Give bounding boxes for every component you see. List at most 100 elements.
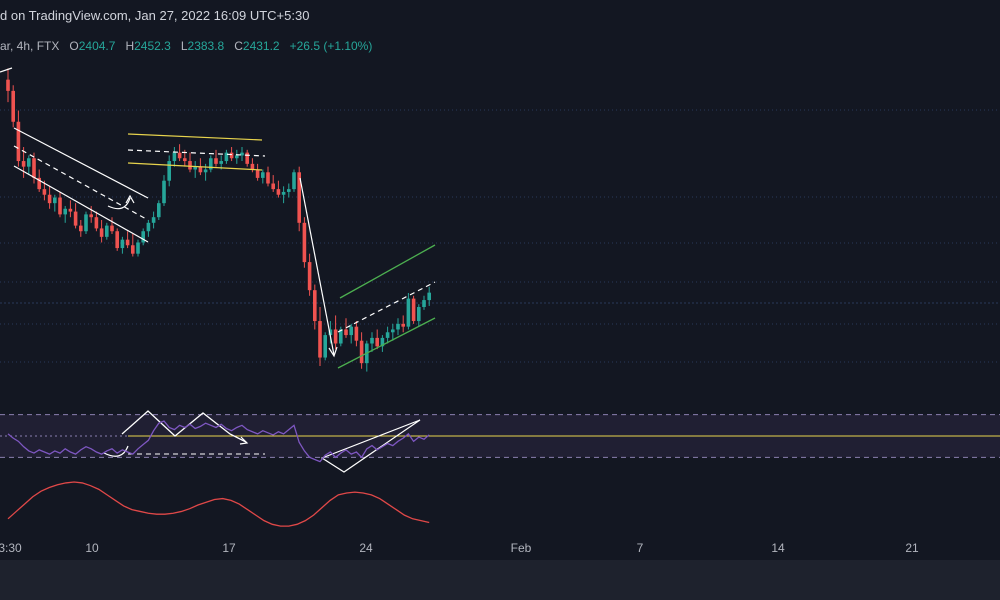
high-value: 2452.3 [134, 39, 171, 53]
candle-body [99, 228, 104, 237]
candle-body [198, 166, 203, 173]
candle-body [219, 161, 223, 164]
candle-body [375, 337, 379, 347]
candle-body [6, 79, 10, 91]
candle-body [58, 197, 62, 215]
close-label: C [234, 39, 243, 53]
candle-body [105, 225, 109, 237]
rsi-pane [0, 410, 1000, 473]
close-value: 2431.2 [242, 39, 280, 53]
candle-body [229, 152, 234, 159]
x-axis: 3:30 10 17 24 Feb 7 14 21 [0, 538, 1000, 560]
candle-body [235, 155, 239, 159]
candle-body [47, 194, 52, 204]
x-tick-label: 10 [85, 541, 99, 555]
ohlc-legend: ar, 4h, FTX O2404.7 H2452.3 L2383.8 C243… [0, 39, 372, 53]
header-bar: d on TradingView.com, Jan 27, 2022 16:09… [0, 0, 1000, 30]
candle-body [385, 332, 390, 338]
candle-body [32, 158, 36, 178]
range-upper-line [127, 133, 263, 141]
candle-body [255, 169, 260, 178]
candle-body [162, 180, 166, 204]
candle-body [193, 166, 197, 170]
candle-body [297, 172, 301, 223]
x-tick-label: Feb [511, 541, 532, 555]
candle-body [37, 177, 41, 190]
candle-body [339, 329, 343, 344]
candle-body [89, 214, 93, 218]
x-axis-band [0, 538, 1000, 560]
candle-body [406, 298, 411, 327]
drop-arrow-line [299, 177, 335, 356]
rsi-curved-arrow [103, 445, 129, 457]
candle-body [42, 189, 47, 195]
open-label: O [69, 39, 79, 53]
trend-drawings [0, 67, 436, 369]
rsi-zigzag-arrow [239, 436, 249, 445]
candle-body [16, 121, 21, 162]
candle-body [79, 225, 83, 232]
candle-body [396, 323, 400, 330]
candle-body [68, 208, 73, 212]
candle-body [73, 211, 78, 226]
descending-channel-lower [13, 165, 149, 243]
rising-channel-lower [337, 317, 436, 369]
symbol-prefix: ar, 4h, FTX [0, 39, 60, 53]
candle-body [84, 214, 88, 232]
x-tick-label: 3:30 [0, 541, 22, 555]
range-lower-line [127, 162, 263, 171]
curved-arrow [107, 197, 131, 210]
candle-body [177, 152, 182, 159]
candle-body [370, 337, 374, 344]
candle-body [427, 292, 431, 301]
candle-body [240, 152, 244, 156]
top-left-mark [0, 67, 13, 73]
gridlines [0, 109, 1000, 363]
rising-channel-midline [337, 281, 436, 333]
candle-body [380, 337, 385, 347]
candle-body [411, 298, 416, 322]
x-tick-label: 24 [359, 541, 373, 555]
x-tick-label: 7 [637, 541, 644, 555]
candle-body [141, 231, 145, 243]
footer-bar [0, 560, 1000, 600]
candlestick-series [6, 68, 431, 372]
range-midline [127, 149, 266, 157]
drop-arrow-head [328, 346, 338, 358]
candle-body [136, 242, 140, 254]
change-value: +26.5 (+1.10%) [289, 39, 373, 53]
candle-body [287, 189, 291, 192]
candle-body [146, 222, 151, 232]
oscillator-line [7, 481, 430, 527]
candle-body [53, 197, 57, 204]
candle-body [63, 208, 67, 215]
candle-body [172, 152, 177, 162]
candle-body [157, 203, 161, 218]
candle-body [422, 300, 426, 308]
candle-body [302, 222, 307, 263]
x-tick-label: 17 [222, 541, 236, 555]
candle-body [245, 152, 249, 164]
descending-channel-midline [13, 145, 149, 221]
candle-body [94, 217, 99, 229]
candle-body [110, 225, 114, 232]
candle-body [281, 191, 286, 195]
candle-body [125, 239, 130, 246]
candle-body [417, 307, 421, 322]
candle-body [209, 158, 213, 170]
oscillator-pane [7, 481, 430, 527]
candle-body [214, 158, 218, 164]
high-label: H [125, 39, 135, 53]
candle-body [224, 152, 229, 162]
x-tick-label: 14 [771, 541, 785, 555]
candle-body [349, 326, 353, 336]
low-value: 2383.8 [187, 39, 225, 53]
candle-body [323, 335, 327, 358]
candle-body [401, 323, 405, 327]
candle-body [120, 239, 125, 249]
candle-body [115, 231, 119, 249]
candle-body [344, 329, 348, 336]
candle-body [271, 183, 275, 190]
candle-body [27, 158, 31, 167]
